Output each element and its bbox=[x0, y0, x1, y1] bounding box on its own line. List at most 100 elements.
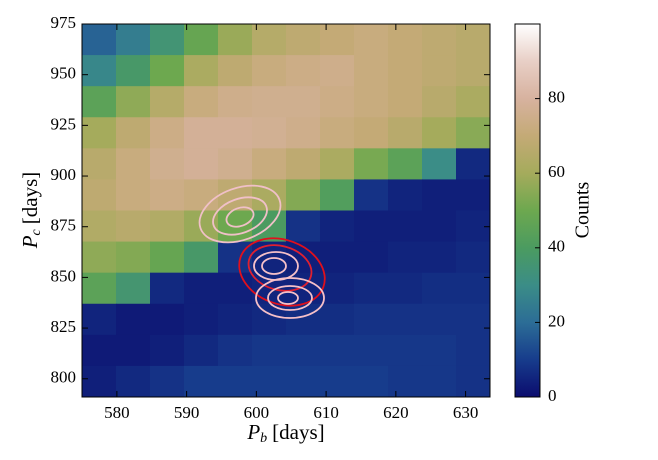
heatmap-cell bbox=[320, 24, 355, 56]
heatmap-cell bbox=[320, 241, 355, 274]
contour bbox=[261, 257, 287, 275]
heatmap-cell bbox=[456, 24, 490, 56]
heatmap-cell bbox=[320, 55, 355, 87]
heatmap-cell bbox=[252, 86, 287, 118]
heatmap-cell bbox=[150, 272, 185, 305]
heatmap-cell bbox=[82, 303, 117, 336]
heatmap-cell bbox=[422, 241, 457, 274]
heatmap-cell bbox=[354, 117, 389, 149]
heatmap-cell bbox=[184, 86, 219, 118]
heatmap-cell bbox=[184, 241, 219, 274]
heatmap-cell bbox=[184, 303, 219, 336]
heatmap-cell bbox=[218, 117, 253, 149]
heatmap-cell bbox=[456, 148, 490, 180]
colorbar-tick-label: 20 bbox=[548, 311, 565, 330]
heatmap-cell bbox=[320, 334, 355, 367]
heatmap-cell bbox=[82, 55, 117, 87]
heatmap-cell bbox=[456, 117, 490, 149]
heatmap-cell bbox=[116, 303, 151, 336]
colorbar-tick-label: 0 bbox=[548, 386, 557, 405]
heatmap-cell bbox=[218, 148, 253, 180]
heatmap-cell bbox=[184, 365, 219, 397]
heatmap-cell bbox=[388, 117, 423, 149]
heatmap-cell bbox=[388, 303, 423, 336]
heatmap-cell bbox=[116, 365, 151, 397]
heatmap-cell bbox=[150, 303, 185, 336]
heatmap-cell bbox=[184, 272, 219, 305]
heatmap-cell bbox=[116, 210, 151, 243]
heatmap-cell bbox=[456, 241, 490, 274]
heatmap-cell bbox=[422, 86, 457, 118]
heatmap-cell bbox=[184, 334, 219, 367]
colorbar bbox=[514, 23, 541, 398]
heatmap-cell bbox=[422, 272, 457, 305]
heatmap-cell bbox=[320, 148, 355, 180]
plot-frame bbox=[81, 23, 491, 398]
y-label-unit: [days] bbox=[18, 172, 42, 224]
heatmap-cell bbox=[320, 303, 355, 336]
heatmap-cell bbox=[422, 148, 457, 180]
contour bbox=[255, 277, 325, 319]
heatmap-cell bbox=[150, 117, 185, 149]
contour bbox=[212, 196, 268, 236]
heatmap-cell bbox=[218, 334, 253, 367]
x-tick-label: 620 bbox=[383, 403, 409, 422]
x-tick-label: 590 bbox=[174, 403, 200, 422]
colorbar-tick-label: 40 bbox=[548, 237, 565, 256]
heatmap-cell bbox=[456, 179, 490, 211]
heatmap-cell bbox=[422, 365, 457, 397]
heatmap-cell bbox=[320, 179, 355, 211]
heatmap-cell bbox=[150, 86, 185, 118]
y-axis-label: Pc [days] bbox=[18, 172, 44, 250]
heatmap-cell bbox=[286, 86, 321, 118]
contour bbox=[277, 291, 299, 305]
heatmap-cell bbox=[422, 55, 457, 87]
heatmap-cell bbox=[82, 334, 117, 367]
heatmap-cell bbox=[354, 179, 389, 211]
heatmap-cell bbox=[286, 117, 321, 149]
heatmap-cell bbox=[320, 365, 355, 397]
heatmap-cell bbox=[82, 179, 117, 211]
y-label-symbol: P bbox=[18, 235, 42, 249]
heatmap-cell bbox=[422, 117, 457, 149]
heatmap-cell bbox=[218, 365, 253, 397]
heatmap-cell bbox=[286, 55, 321, 87]
heatmap-cell bbox=[116, 86, 151, 118]
heatmap-cell bbox=[184, 24, 219, 56]
heatmap-cell bbox=[116, 117, 151, 149]
heatmap-cell bbox=[150, 179, 185, 211]
heatmap-cell bbox=[388, 86, 423, 118]
heatmap-cell bbox=[354, 303, 389, 336]
x-tick-label: 600 bbox=[244, 403, 270, 422]
heatmap-cell bbox=[82, 241, 117, 274]
heatmap-cell bbox=[218, 272, 253, 305]
heatmap-cell bbox=[82, 365, 117, 397]
heatmap-cell bbox=[116, 272, 151, 305]
heatmap-cell bbox=[286, 148, 321, 180]
contour bbox=[198, 184, 282, 244]
heatmap-cell bbox=[150, 241, 185, 274]
heatmap-cell bbox=[354, 272, 389, 305]
x-tick-label: 630 bbox=[453, 403, 479, 422]
x-label-unit: [days] bbox=[272, 420, 324, 444]
heatmap-cell bbox=[116, 241, 151, 274]
heatmap-cell bbox=[456, 55, 490, 87]
heatmap-cell bbox=[82, 272, 117, 305]
heatmap-cell bbox=[388, 24, 423, 56]
heatmap-cell bbox=[422, 210, 457, 243]
y-label-subscript: c bbox=[29, 228, 44, 235]
colorbar-label: Counts bbox=[572, 181, 594, 238]
y-tick-label: 950 bbox=[51, 64, 77, 83]
heatmap-cell bbox=[354, 24, 389, 56]
heatmap-cell bbox=[456, 365, 490, 397]
heatmap-cell bbox=[354, 210, 389, 243]
heatmap-cell bbox=[286, 24, 321, 56]
x-tick-label: 610 bbox=[313, 403, 339, 422]
x-tick-label: 580 bbox=[104, 403, 130, 422]
heatmap-cell bbox=[456, 334, 490, 367]
heatmap-cell bbox=[354, 241, 389, 274]
heatmap-cell bbox=[354, 55, 389, 87]
heatmap bbox=[82, 24, 490, 397]
y-tick-label: 850 bbox=[51, 266, 77, 285]
heatmap-cell bbox=[286, 179, 321, 211]
